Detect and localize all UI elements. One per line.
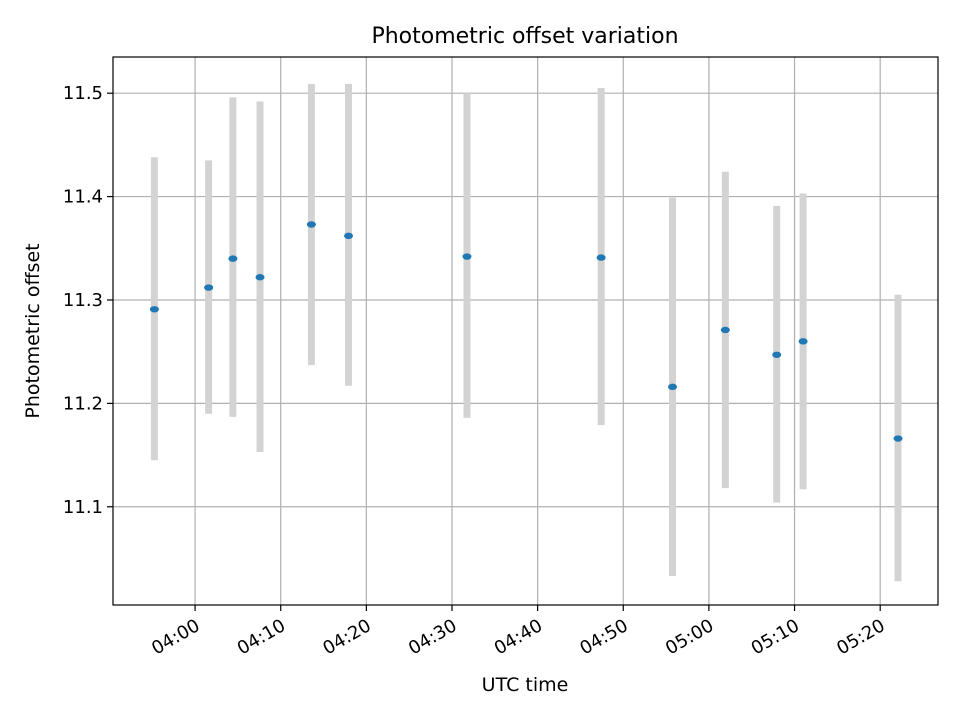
data-point xyxy=(228,255,238,262)
data-point xyxy=(344,232,354,240)
data-points xyxy=(149,221,903,442)
y-axis-ticks: 11.1 11.2 11.3 11.4 11.5 xyxy=(63,83,113,518)
data-point xyxy=(772,351,782,358)
data-point xyxy=(255,274,265,281)
y-tick-label: 11.2 xyxy=(63,393,103,414)
data-point xyxy=(149,306,159,313)
chart-title: Photometric offset variation xyxy=(371,24,678,49)
y-tick-label: 11.4 xyxy=(63,187,103,208)
plot-frame xyxy=(112,56,939,606)
data-point xyxy=(204,284,214,291)
y-tick-label: 11.1 xyxy=(63,497,103,518)
data-point xyxy=(596,254,606,261)
data-point xyxy=(893,435,903,442)
y-tick-label: 11.3 xyxy=(63,290,103,311)
plot-area xyxy=(113,57,938,605)
y-axis-label: Photometric offset xyxy=(22,243,44,418)
x-gridlines xyxy=(194,57,881,605)
data-point xyxy=(720,326,730,334)
x-axis-label: UTC time xyxy=(482,674,569,696)
data-point xyxy=(798,338,808,345)
data-point xyxy=(668,383,678,391)
data-point xyxy=(306,221,316,228)
y-tick-label: 11.5 xyxy=(63,83,103,104)
data-point xyxy=(462,253,472,260)
